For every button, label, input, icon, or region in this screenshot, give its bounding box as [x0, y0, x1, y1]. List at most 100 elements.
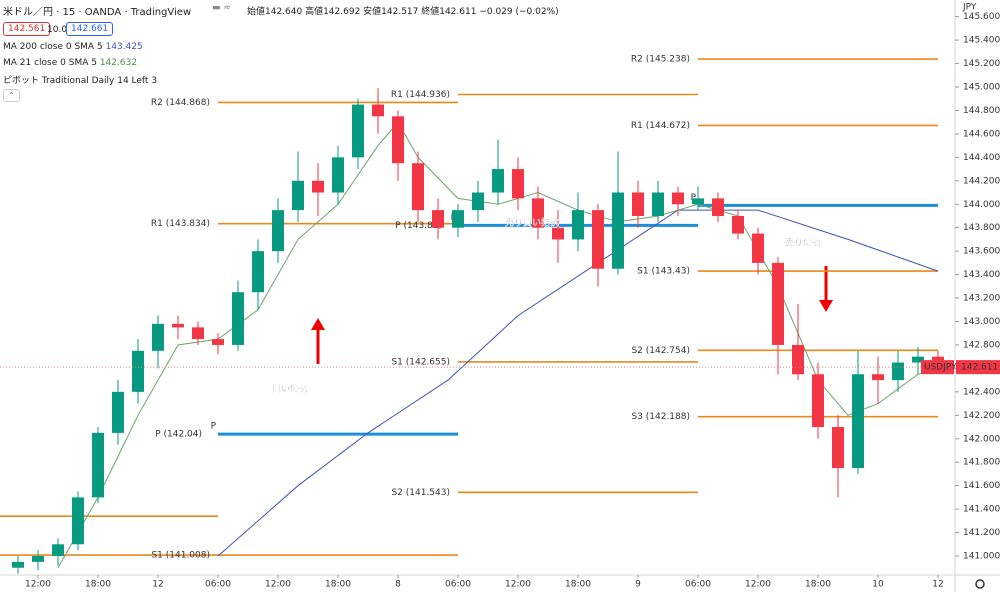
y-tick-label: 142.200 [963, 411, 1000, 421]
candle-body [452, 210, 464, 228]
down-arrow [819, 266, 833, 312]
pivot-label: S1 (141.008) [151, 551, 210, 561]
indicator-legend: MA 200 close 0 SMA 5 143.425 [3, 42, 143, 52]
y-tick-label: 144.200 [963, 176, 1000, 186]
candle-body [212, 339, 224, 345]
candle-body [132, 350, 144, 392]
candle-body [392, 116, 404, 164]
collapse-button[interactable]: ⌃ [3, 89, 20, 102]
candle-body [332, 157, 344, 193]
x-tick-label: 8 [395, 580, 401, 590]
candle-body [632, 192, 644, 216]
candle-body [712, 198, 724, 216]
pivot-label: S3 (142.188) [631, 412, 690, 422]
y-tick-label: 141.600 [963, 481, 1000, 491]
indicator-name: MA 200 close 0 SMA 5 [3, 42, 103, 52]
candle-body [312, 180, 324, 193]
candle-body [572, 210, 584, 240]
pivot-marker: P [211, 422, 217, 432]
candle-body [512, 169, 524, 199]
ohlc-legend: 始値142.640 高値142.692 安値142.517 終値142.611 … [247, 7, 559, 17]
pivot-label: R1 (144.672) [631, 121, 690, 131]
pivot-label: S1 (142.655) [391, 357, 450, 367]
y-tick-label: 141.200 [963, 528, 1000, 538]
candle-body [232, 292, 244, 345]
candle-body [32, 556, 44, 562]
x-tick-label: 18:00 [85, 580, 111, 590]
candle-body [732, 215, 744, 234]
symbol-tag [921, 360, 954, 375]
candle-body [172, 323, 184, 328]
last-price-tag [956, 360, 1000, 375]
candle-body [872, 374, 884, 381]
x-tick-label: 12:00 [505, 580, 531, 590]
pivot-label: R2 (145.238) [631, 55, 690, 65]
y-tick-label: 145.600 [963, 12, 1000, 22]
y-tick-label: 143.000 [963, 317, 1000, 327]
y-tick-label: 145.000 [963, 83, 1000, 93]
indicator-name: ピボット Traditional Daily 14 Left 3 [3, 76, 158, 86]
y-tick-label: 143.200 [963, 294, 1000, 304]
x-tick-label: 12 [152, 580, 163, 590]
settings-icon[interactable] [975, 579, 985, 589]
candle-body [592, 210, 604, 269]
y-tick-label: 141.000 [963, 552, 1000, 562]
candle-body [112, 391, 124, 433]
x-tick-label: 18:00 [565, 580, 591, 590]
y-tick-label: 145.400 [963, 36, 1000, 46]
x-tick-label: 12 [932, 580, 943, 590]
up-arrow [311, 318, 325, 364]
candle-body [912, 356, 924, 363]
y-tick-label: 141.400 [963, 505, 1000, 515]
candle-body [812, 374, 824, 428]
currency-label[interactable]: JPY [962, 3, 977, 13]
candle-body [892, 362, 904, 381]
candle-body [412, 163, 424, 211]
pivot-label: R1 (144.936) [391, 90, 450, 100]
candle-body [72, 497, 84, 545]
symbol-title: 米ドル／円 · 15 · OANDA · TradingView [3, 7, 192, 18]
y-tick-label: 145.200 [963, 59, 1000, 69]
candle-body [652, 192, 664, 216]
y-tick-label: 144.400 [963, 153, 1000, 163]
pivot-marker: P [691, 193, 697, 203]
pivot-label: S1 (143.43) [637, 267, 690, 277]
candle-body [552, 227, 564, 240]
buy-button[interactable]: 142.661 [66, 22, 114, 36]
candle-body [792, 344, 804, 375]
candle-body [192, 327, 204, 340]
x-tick-label: 10 [872, 580, 884, 590]
pivot-label: S2 (142.754) [631, 346, 690, 356]
candle-body [492, 169, 504, 193]
y-tick-label: 142.400 [963, 387, 1000, 397]
x-tick-label: 06:00 [445, 580, 471, 590]
x-tick-label: 18:00 [325, 580, 351, 590]
x-tick-label: 06:00 [685, 580, 711, 590]
x-tick-label: 12:00 [25, 580, 51, 590]
y-tick-label: 143.400 [963, 270, 1000, 280]
candle-body [372, 104, 384, 117]
candle-body [252, 251, 264, 293]
candle-body [12, 561, 24, 568]
y-tick-label: 143.600 [963, 247, 1000, 257]
y-tick-label: 143.800 [963, 223, 1000, 233]
candle-body [472, 192, 484, 211]
sell-button[interactable]: 142.561 [3, 22, 51, 36]
candle-body [772, 262, 784, 345]
y-tick-label: 141.800 [963, 458, 1000, 468]
candle-body [832, 427, 844, 469]
annotation: 売り優勢 [785, 237, 821, 249]
pivot-label: R1 (143.834) [151, 219, 210, 229]
candle-body [272, 210, 284, 252]
y-tick-label: 142.000 [963, 434, 1000, 444]
candle-body [152, 323, 164, 351]
toolbar-icon[interactable]: ▬ ≈ [212, 3, 231, 13]
candle-body [852, 374, 864, 469]
x-tick-label: 9 [635, 580, 641, 590]
pivot-label: S2 (141.543) [391, 488, 450, 498]
x-tick-label: 18:00 [805, 580, 831, 590]
indicator-legend: MA 21 close 0 SMA 5 142.632 [3, 58, 137, 68]
